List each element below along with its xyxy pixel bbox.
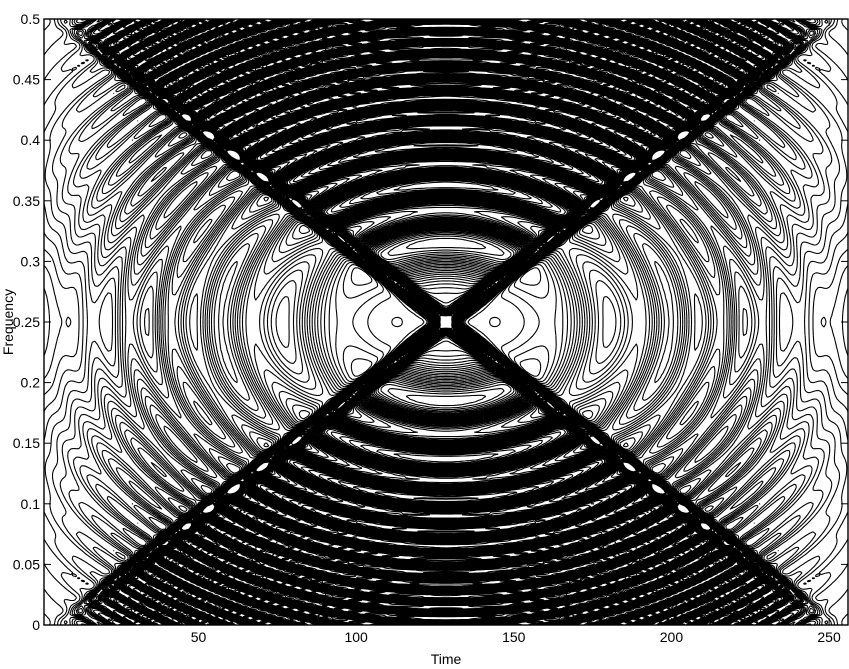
x-axis-label: Time (431, 651, 462, 667)
x-tick-label: 150 (502, 629, 526, 645)
y-tick-label: 0.45 (13, 72, 40, 88)
y-tick-label: 0.4 (21, 132, 41, 148)
x-tick-label: 250 (817, 629, 841, 645)
y-tick-label: 0 (32, 617, 40, 633)
x-tick-label: 100 (344, 629, 368, 645)
y-tick-label: 0.15 (13, 435, 40, 451)
y-tick-label: 0.35 (13, 193, 40, 209)
x-tick-label: 50 (191, 629, 207, 645)
y-tick-label: 0.05 (13, 556, 40, 572)
y-tick-label: 0.1 (21, 496, 41, 512)
y-tick-label: 0.2 (21, 375, 41, 391)
x-tick-label: 200 (660, 629, 684, 645)
y-axis-label: Frequency (0, 289, 16, 355)
y-tick-label: 0.5 (21, 11, 41, 27)
y-tick-label: 0.3 (21, 253, 41, 269)
y-tick-label: 0.25 (13, 314, 40, 330)
